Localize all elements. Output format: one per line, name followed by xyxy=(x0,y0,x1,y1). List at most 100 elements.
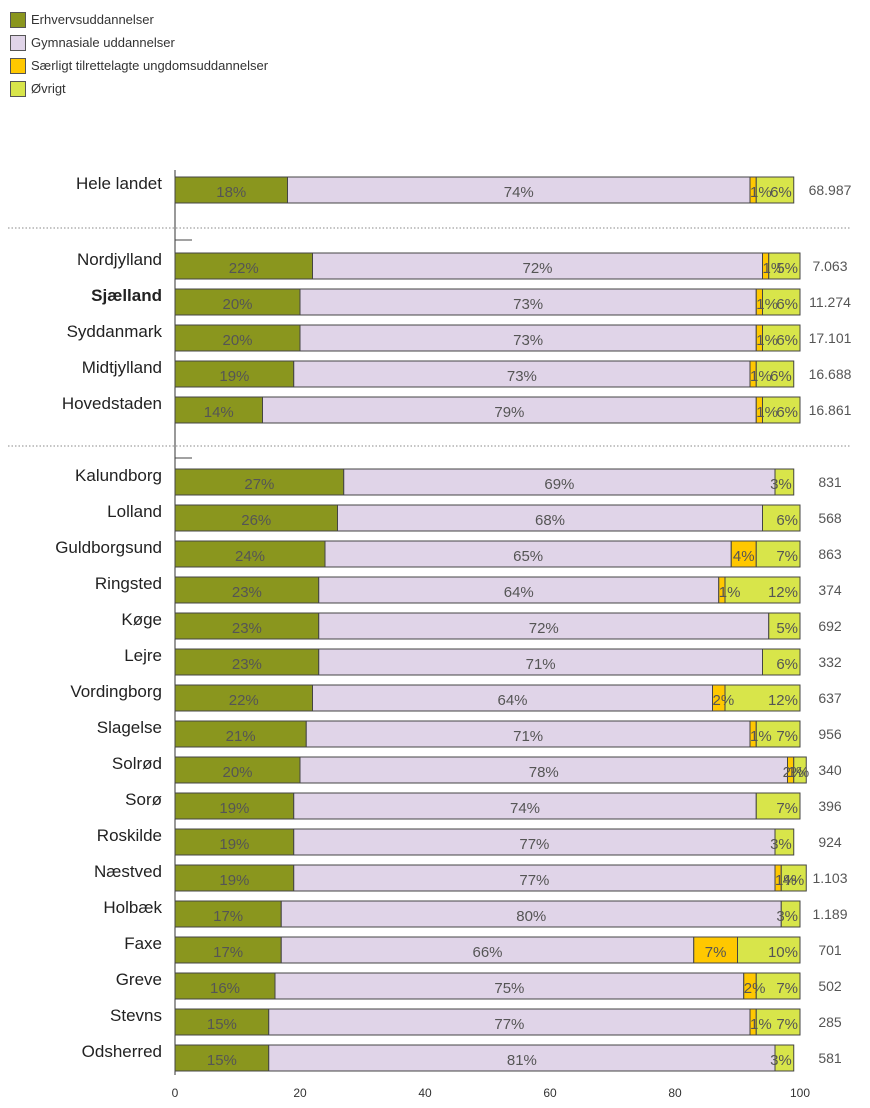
bar-segment xyxy=(343,468,776,496)
bar-segment xyxy=(768,252,801,280)
bar-segment xyxy=(755,720,801,748)
category-label: Slagelse xyxy=(97,718,162,737)
category-label: Greve xyxy=(116,970,162,989)
bar-segment xyxy=(780,864,807,892)
data-label: 77% xyxy=(519,836,549,853)
data-label: 7% xyxy=(776,548,798,565)
data-label: 1% xyxy=(750,368,772,385)
bar-segment xyxy=(305,720,751,748)
category-label: Solrød xyxy=(112,754,162,773)
x-tick-label: 80 xyxy=(668,1086,682,1100)
data-label: 3% xyxy=(770,836,792,853)
data-label: 6% xyxy=(776,656,798,673)
data-label: 5% xyxy=(776,260,798,277)
bar-segment xyxy=(299,288,757,316)
bar-segment xyxy=(774,1044,795,1072)
data-label: 19% xyxy=(219,800,249,817)
data-label: 12% xyxy=(768,692,798,709)
data-label: 6% xyxy=(776,296,798,313)
category-label: Vordingborg xyxy=(70,682,162,701)
bar-segment xyxy=(174,396,263,424)
row-total: 692 xyxy=(818,618,842,634)
data-label: 19% xyxy=(219,872,249,889)
row-total: 581 xyxy=(818,1050,842,1066)
row-total: 374 xyxy=(818,582,842,598)
bar-segment xyxy=(174,936,282,964)
data-label: 77% xyxy=(519,872,549,889)
bar-segment xyxy=(174,684,313,712)
data-label: 80% xyxy=(516,908,546,925)
data-label: 68% xyxy=(535,512,565,529)
row-total: 68.987 xyxy=(809,182,852,198)
data-label: 20% xyxy=(222,296,252,313)
bar-segment xyxy=(293,828,776,856)
data-label: 19% xyxy=(219,836,249,853)
x-tick-label: 100 xyxy=(790,1086,810,1100)
bar-segment xyxy=(293,792,757,820)
legend-label: Gymnasiale uddannelser xyxy=(31,35,175,50)
bar-segment xyxy=(737,936,801,964)
bar-segment xyxy=(293,360,751,388)
category-label: Hovedstaden xyxy=(62,394,162,413)
data-label: 22% xyxy=(229,692,259,709)
category-label: Hele landet xyxy=(76,174,162,193)
bar-segment xyxy=(780,900,801,928)
data-label: 14% xyxy=(204,404,234,421)
bar-segment xyxy=(174,1044,270,1072)
bar-segment xyxy=(755,176,795,204)
data-label: 4% xyxy=(783,872,805,889)
data-label: 3% xyxy=(776,908,798,925)
category-label: Holbæk xyxy=(103,898,162,917)
category-label: Roskilde xyxy=(97,826,162,845)
category-label: Ringsted xyxy=(95,574,162,593)
bar-segment xyxy=(762,396,801,424)
data-label: 1% xyxy=(763,260,785,277)
legend-label: Særligt tilrettelagte ungdomsuddannelser xyxy=(31,58,269,73)
data-label: 1% xyxy=(719,584,741,601)
data-label: 1% xyxy=(775,872,797,889)
data-label: 17% xyxy=(213,908,243,925)
data-label: 72% xyxy=(529,620,559,637)
data-label: 1% xyxy=(788,764,810,781)
data-label: 16% xyxy=(210,980,240,997)
bar-segment xyxy=(268,1008,751,1036)
row-total: 332 xyxy=(818,654,842,670)
bar-segment xyxy=(762,504,801,532)
row-total: 568 xyxy=(818,510,842,526)
x-tick-label: 60 xyxy=(543,1086,557,1100)
data-label: 77% xyxy=(494,1016,524,1033)
bar-segment xyxy=(287,176,751,204)
bar-segment xyxy=(280,936,695,964)
legend-item: Gymnasiale uddannelser xyxy=(10,31,268,54)
data-label: 7% xyxy=(776,980,798,997)
data-label: 74% xyxy=(510,800,540,817)
data-label: 27% xyxy=(244,476,274,493)
bar-segment xyxy=(793,756,807,784)
data-label: 1% xyxy=(756,332,778,349)
bar-segment xyxy=(762,324,801,352)
data-label: 73% xyxy=(513,296,543,313)
x-tick-label: 20 xyxy=(293,1086,307,1100)
data-label: 6% xyxy=(776,512,798,529)
bar-segment xyxy=(312,252,763,280)
data-label: 1% xyxy=(756,296,778,313)
bar-segment xyxy=(724,684,801,712)
bar-segment xyxy=(318,576,720,604)
data-label: 1% xyxy=(750,184,772,201)
category-label: Lejre xyxy=(124,646,162,665)
legend-label: Øvrigt xyxy=(31,81,66,96)
category-label: Nordjylland xyxy=(77,250,162,269)
category-label: Stevns xyxy=(110,1006,162,1025)
data-label: 75% xyxy=(494,980,524,997)
bar-segment xyxy=(268,1044,776,1072)
data-label: 5% xyxy=(776,620,798,637)
data-label: 19% xyxy=(219,368,249,385)
category-label: Faxe xyxy=(124,934,162,953)
bar-segment xyxy=(174,252,313,280)
bar-segment xyxy=(755,360,795,388)
bar-segment xyxy=(174,324,301,352)
bar-segment xyxy=(774,468,795,496)
category-label: Køge xyxy=(121,610,162,629)
data-label: 3% xyxy=(770,1052,792,1069)
row-total: 502 xyxy=(818,978,842,994)
